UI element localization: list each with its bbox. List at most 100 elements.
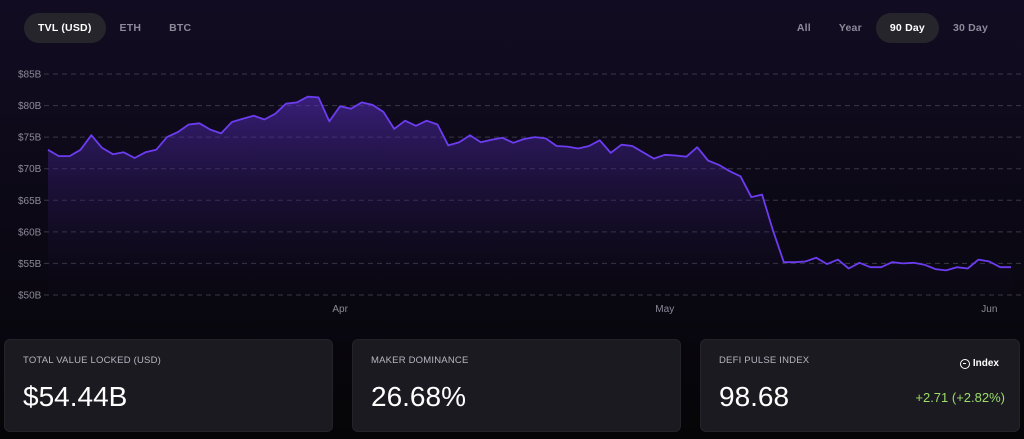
data-point[interactable] — [771, 229, 775, 233]
index-badge[interactable]: Index — [959, 358, 999, 369]
data-point[interactable] — [252, 114, 256, 118]
data-point[interactable] — [620, 143, 624, 147]
data-point[interactable] — [728, 169, 732, 173]
data-point[interactable] — [392, 127, 396, 131]
tvl-area-chart[interactable]: $50B $55B $60B $65B $70B $75B $80B $85B Apr May Ju… — [0, 60, 1024, 322]
data-point[interactable] — [446, 143, 450, 147]
data-point[interactable] — [468, 133, 472, 137]
data-point[interactable] — [793, 260, 797, 264]
data-point[interactable] — [122, 150, 126, 154]
data-point[interactable] — [598, 138, 602, 142]
data-point[interactable] — [825, 262, 829, 266]
data-point[interactable] — [89, 133, 93, 137]
data-point[interactable] — [695, 145, 699, 149]
data-point[interactable] — [165, 135, 169, 139]
data-point[interactable] — [100, 146, 104, 150]
data-point[interactable] — [143, 150, 147, 154]
data-point[interactable] — [425, 119, 429, 123]
data-point[interactable] — [803, 260, 807, 264]
data-point[interactable] — [154, 148, 158, 152]
data-point[interactable] — [944, 268, 948, 272]
data-point[interactable] — [847, 267, 851, 271]
series-line[interactable] — [47, 95, 1011, 272]
data-point[interactable] — [890, 260, 894, 264]
data-point[interactable] — [922, 263, 926, 267]
data-point[interactable] — [674, 154, 678, 158]
data-point[interactable] — [490, 138, 494, 142]
data-point[interactable] — [414, 124, 418, 128]
data-point[interactable] — [522, 137, 526, 141]
data-point[interactable] — [381, 110, 385, 114]
data-point[interactable] — [306, 95, 310, 99]
tab-30-day[interactable]: 30 Day — [952, 22, 988, 34]
data-point[interactable] — [46, 148, 50, 152]
data-point[interactable] — [241, 117, 245, 121]
data-point[interactable] — [57, 154, 61, 158]
data-point[interactable] — [230, 120, 234, 124]
data-point[interactable] — [1009, 265, 1013, 269]
data-point[interactable] — [68, 154, 72, 158]
data-point[interactable] — [858, 261, 862, 265]
data-point[interactable] — [836, 258, 840, 262]
data-point[interactable] — [998, 265, 1002, 269]
data-point[interactable] — [479, 140, 483, 144]
data-point[interactable] — [760, 193, 764, 197]
data-point[interactable] — [565, 145, 569, 149]
data-point[interactable] — [500, 136, 504, 140]
data-point[interactable] — [457, 140, 461, 144]
data-point[interactable] — [706, 159, 710, 163]
data-point[interactable] — [176, 130, 180, 134]
data-point[interactable] — [966, 267, 970, 271]
data-point[interactable] — [684, 155, 688, 159]
data-point[interactable] — [511, 141, 515, 145]
data-point[interactable] — [652, 157, 656, 161]
data-point[interactable] — [219, 131, 223, 135]
data-point[interactable] — [436, 123, 440, 127]
data-point[interactable] — [338, 104, 342, 108]
data-point[interactable] — [739, 174, 743, 178]
data-point[interactable] — [912, 261, 916, 265]
data-point[interactable] — [641, 150, 645, 154]
data-point[interactable] — [111, 152, 115, 156]
data-point[interactable] — [868, 265, 872, 269]
data-point[interactable] — [273, 112, 277, 116]
data-point[interactable] — [933, 267, 937, 271]
data-point[interactable] — [955, 265, 959, 269]
data-point[interactable] — [295, 100, 299, 104]
data-point[interactable] — [609, 151, 613, 155]
data-point[interactable] — [987, 260, 991, 264]
data-point[interactable] — [630, 144, 634, 148]
data-point[interactable] — [327, 119, 331, 123]
data-point[interactable] — [262, 118, 266, 122]
data-point[interactable] — [317, 95, 321, 99]
tab-tvl-usd[interactable]: TVL (USD) — [24, 13, 106, 43]
data-point[interactable] — [587, 144, 591, 148]
tab-year[interactable]: Year — [838, 22, 862, 34]
data-point[interactable] — [284, 102, 288, 106]
defi-pulse-index-card[interactable]: DEFI PULSE INDEX Index 98.68 +2.71 (+2.8… — [700, 339, 1020, 432]
tab-btc[interactable]: BTC — [169, 22, 192, 34]
tab-eth[interactable]: ETH — [119, 22, 142, 34]
data-point[interactable] — [879, 265, 883, 269]
data-point[interactable] — [198, 121, 202, 125]
data-point[interactable] — [79, 148, 83, 152]
tab-all[interactable]: All — [796, 22, 811, 34]
data-point[interactable] — [814, 256, 818, 260]
data-point[interactable] — [555, 144, 559, 148]
data-point[interactable] — [533, 135, 537, 139]
data-point[interactable] — [782, 260, 786, 264]
tab-90-day[interactable]: 90 Day — [875, 13, 939, 43]
data-point[interactable] — [349, 107, 353, 111]
data-point[interactable] — [544, 136, 548, 140]
data-point[interactable] — [749, 195, 753, 199]
data-point[interactable] — [901, 261, 905, 265]
data-point[interactable] — [663, 153, 667, 157]
data-point[interactable] — [371, 103, 375, 107]
data-point[interactable] — [977, 258, 981, 262]
data-point[interactable] — [360, 100, 364, 104]
data-point[interactable] — [403, 119, 407, 123]
data-point[interactable] — [187, 123, 191, 127]
data-point[interactable] — [133, 156, 137, 160]
data-point[interactable] — [576, 147, 580, 151]
data-point[interactable] — [208, 128, 212, 132]
